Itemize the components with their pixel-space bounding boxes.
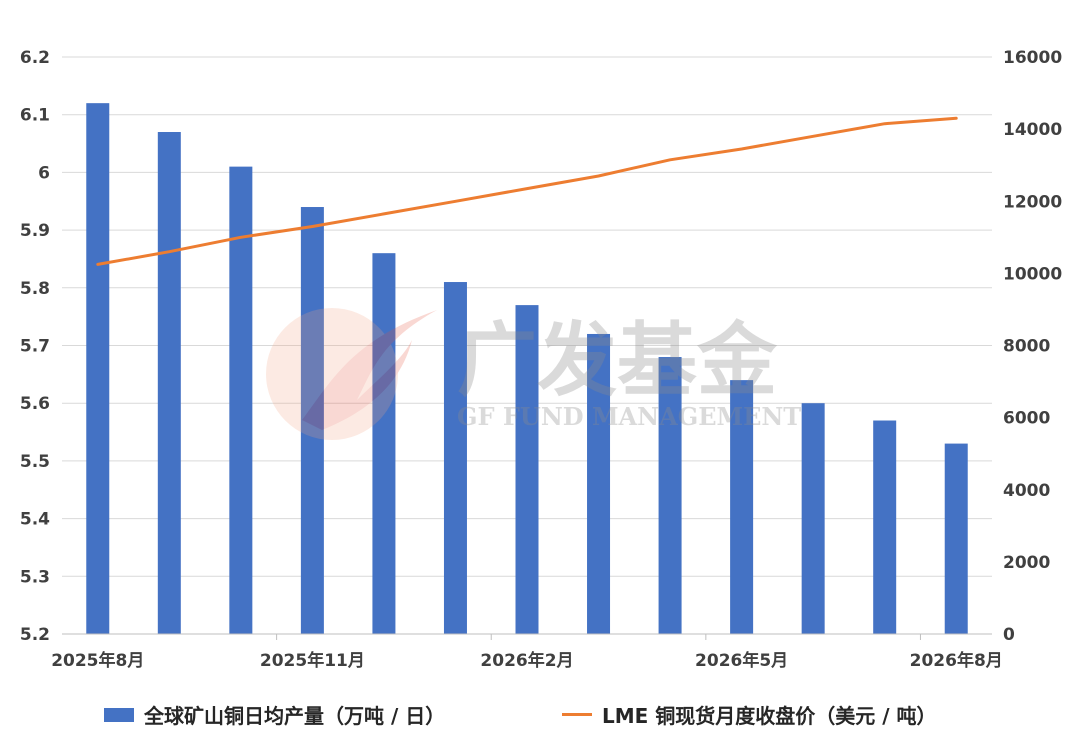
legend-item-bar: 全球矿山铜日均产量（万吨 / 日） xyxy=(104,700,445,729)
y-left-tick-label: 5.5 xyxy=(20,452,50,472)
bar xyxy=(372,253,396,634)
combo-chart: 5.2 5.3 5.4 5.5 5.6 5.7 5.8 5.9 6 6.1 6.2 0 2000 4000… xyxy=(20,48,1062,671)
bar xyxy=(300,207,324,634)
x-tick-label: 2025年11月 xyxy=(260,650,365,671)
x-tick-label: 2025年8月 xyxy=(51,650,144,671)
bar xyxy=(587,333,611,634)
line-path xyxy=(96,116,958,266)
y-left-tick-label: 5.6 xyxy=(20,394,50,414)
bar xyxy=(658,357,682,634)
y-left-tick-label: 5.4 xyxy=(20,510,50,530)
legend-line-swatch xyxy=(562,713,592,716)
y-left-tick-label: 5.7 xyxy=(20,337,50,357)
bar xyxy=(229,166,253,634)
bar xyxy=(730,380,754,634)
y-left-tick-label: 6.2 xyxy=(20,48,50,68)
y-left-tick-label: 5.3 xyxy=(20,567,50,587)
y-right-tick-label: 12000 xyxy=(1003,192,1062,212)
y-right-tick-label: 2000 xyxy=(1003,553,1050,573)
x-tick-label: 2026年2月 xyxy=(480,650,573,671)
y-right-tick-label: 8000 xyxy=(1003,337,1050,357)
bar xyxy=(944,443,968,634)
y-left-tick-label: 6 xyxy=(38,163,50,183)
bar-series xyxy=(86,103,968,634)
y-right-tick-label: 4000 xyxy=(1003,481,1050,501)
y-right-tick-label: 14000 xyxy=(1003,120,1062,140)
bar xyxy=(801,403,825,634)
x-tick-label: 2026年5月 xyxy=(695,650,788,671)
legend-bar-label: 全球矿山铜日均产量（万吨 / 日） xyxy=(144,704,446,728)
bar xyxy=(515,305,539,634)
legend: 全球矿山铜日均产量（万吨 / 日） LME 铜现货月度收盘价（美元 / 吨） xyxy=(0,700,1080,730)
legend-bar-swatch xyxy=(104,707,134,722)
y-right-tick-label: 16000 xyxy=(1003,48,1062,68)
bar xyxy=(443,282,467,634)
y-right-tick-label: 10000 xyxy=(1003,264,1062,284)
y-left-tick-label: 5.2 xyxy=(20,625,50,645)
x-tick-label: 2026年8月 xyxy=(910,650,1003,671)
y-left-tick-label: 5.9 xyxy=(20,221,50,241)
legend-item-line: LME 铜现货月度收盘价（美元 / 吨） xyxy=(562,700,937,729)
y-right-tick-label: 0 xyxy=(1003,625,1015,645)
bar xyxy=(157,132,181,634)
y-right-tick-label: 6000 xyxy=(1003,409,1050,429)
y-left-tick-label: 5.8 xyxy=(20,279,50,299)
bar xyxy=(873,420,897,634)
axes: 5.2 5.3 5.4 5.5 5.6 5.7 5.8 5.9 6 6.1 6.2 0 2000 4000… xyxy=(20,48,1062,671)
bar xyxy=(86,103,110,634)
line-series xyxy=(96,116,958,266)
y-left-tick-label: 6.1 xyxy=(20,106,50,126)
legend-line-label: LME 铜现货月度收盘价（美元 / 吨） xyxy=(602,704,937,728)
